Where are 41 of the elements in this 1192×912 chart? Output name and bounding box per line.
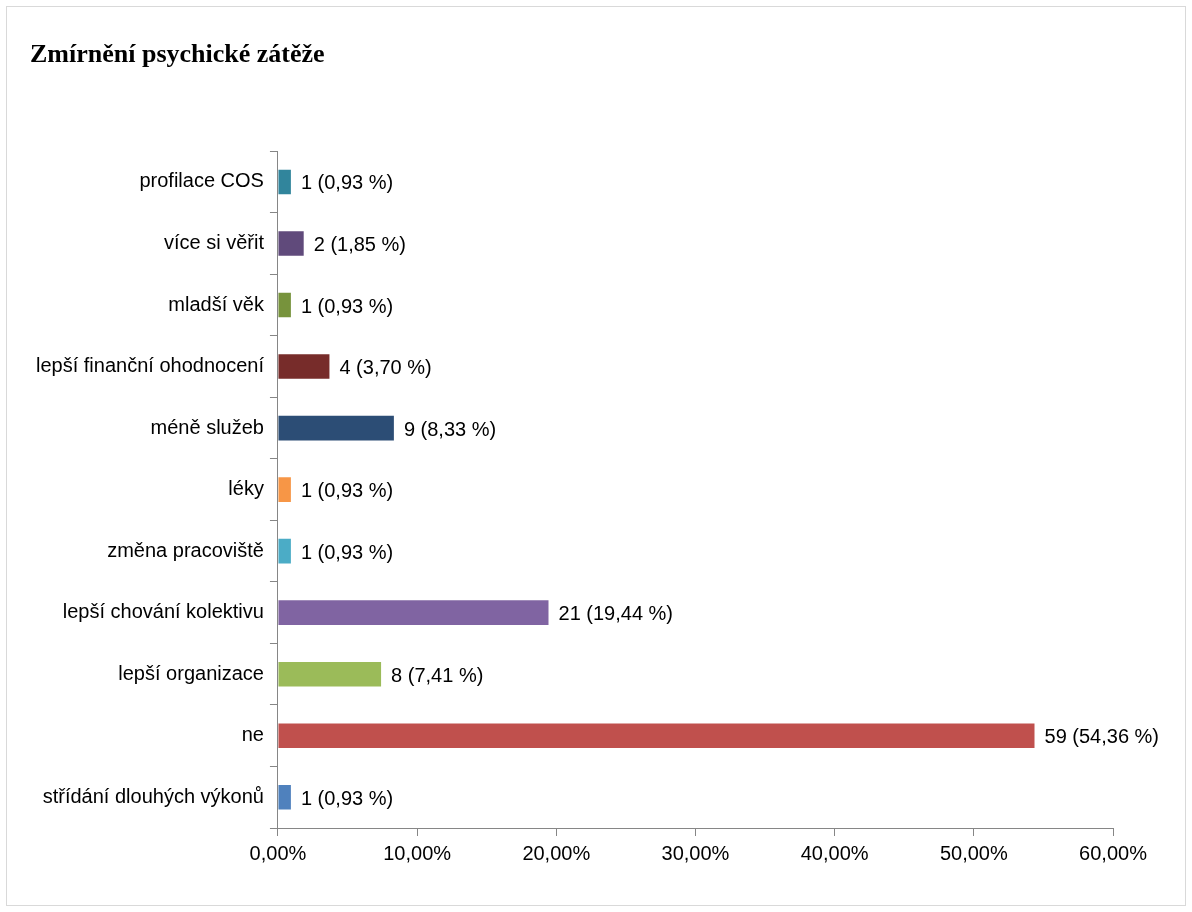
y-tick-label: střídání dlouhých výkonů: [42, 784, 264, 807]
data-label: 1 (0,93 %): [300, 540, 394, 563]
data-label: 59 (54,36 %): [1044, 725, 1160, 748]
bar: [278, 354, 330, 379]
y-tick-label: více si věřit: [163, 231, 265, 254]
bar: [278, 477, 291, 502]
y-tick-label: lepší finanční ohodnocení: [36, 354, 265, 377]
y-tick-label: profilace COS: [139, 169, 264, 192]
y-tick-label: lepší chování kolektivu: [62, 600, 264, 623]
x-tick-label: 30,00%: [661, 841, 730, 864]
bar: [278, 415, 394, 441]
data-label: 2 (1,85 %): [313, 233, 406, 256]
bar: [278, 292, 291, 318]
y-tick-label: léky: [228, 477, 264, 500]
y-tick-label: ne: [241, 723, 264, 746]
bar: [278, 538, 291, 564]
data-label: 9 (8,33 %): [403, 417, 497, 440]
bar: [278, 784, 291, 810]
x-tick-label: 0,00%: [249, 841, 307, 864]
data-label: 4 (3,70 %): [339, 356, 432, 379]
y-tick-label: změna pracoviště: [107, 538, 264, 561]
data-label: 1 (0,93 %): [300, 479, 394, 502]
x-tick-label: 50,00%: [939, 841, 1008, 864]
x-tick-label: 20,00%: [522, 841, 591, 864]
bar: [278, 661, 382, 687]
chart-title: Zmírnění psychické zátěže: [30, 39, 325, 69]
x-tick-label: 10,00%: [383, 841, 452, 864]
bar: [278, 231, 304, 256]
data-label: 1 (0,93 %): [300, 294, 394, 317]
x-tick-label: 60,00%: [1079, 841, 1148, 864]
bar: [278, 723, 1035, 749]
y-tick-label: mladší věk: [168, 292, 265, 315]
x-tick-label: 40,00%: [800, 841, 869, 864]
y-tick-label: méně služeb: [150, 415, 264, 438]
bar: [278, 169, 291, 195]
data-label: 8 (7,41 %): [391, 663, 484, 686]
bar: [278, 600, 549, 625]
data-label: 1 (0,93 %): [300, 171, 394, 194]
y-tick-label: lepší organizace: [118, 661, 264, 684]
data-label: 1 (0,93 %): [300, 786, 394, 809]
data-label: 21 (19,44 %): [558, 602, 674, 625]
